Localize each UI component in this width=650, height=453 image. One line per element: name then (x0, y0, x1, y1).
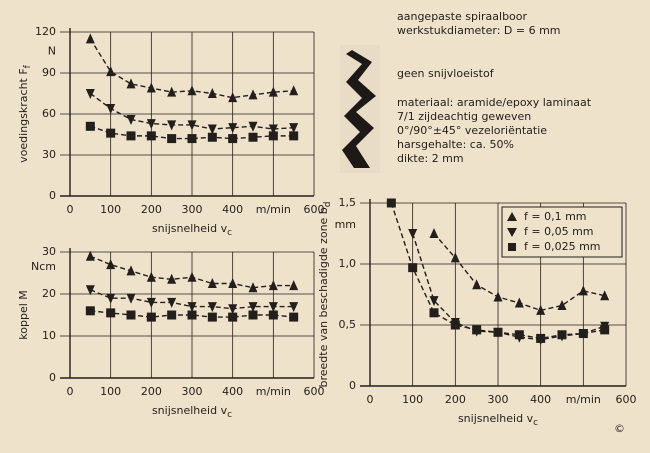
marker (515, 330, 524, 339)
x-tick-label: 400 (222, 203, 243, 216)
marker (188, 134, 197, 143)
x-tick-label: 0 (67, 385, 74, 398)
legend-label: f = 0,1 mm (524, 210, 587, 223)
y-tick-label: 0,5 (339, 318, 357, 331)
unit-label: mm (335, 218, 356, 231)
unit-label: N (48, 45, 56, 58)
marker (494, 328, 503, 337)
marker (249, 311, 258, 320)
marker (127, 131, 136, 140)
x-tick-label: 300 (182, 203, 203, 216)
marker (249, 133, 258, 142)
marker (430, 308, 439, 317)
figure: aangepaste spiraalboorwerkstukdiameter: … (0, 0, 650, 453)
x-tick-label: 300 (488, 393, 509, 406)
copyright: © (614, 422, 625, 435)
marker (228, 134, 237, 143)
y-tick-label: 0 (49, 189, 56, 202)
info-line: werkstukdiameter: D = 6 mm (397, 24, 561, 37)
x-tick-label: m/min (256, 203, 291, 216)
marker (208, 133, 217, 142)
y-tick-label: 30 (42, 148, 56, 161)
y-tick-label: 10 (42, 329, 56, 342)
y-tick-label: 0 (49, 371, 56, 384)
marker (188, 311, 197, 320)
y-tick-label: 0 (349, 379, 356, 392)
x-tick-label: 400 (222, 385, 243, 398)
y-tick-label: 1,0 (339, 257, 357, 270)
marker (536, 334, 545, 343)
x-tick-label: 600 (616, 393, 637, 406)
marker (387, 199, 396, 208)
marker (579, 329, 588, 338)
x-tick-label: 200 (141, 385, 162, 398)
y-tick-label: 20 (42, 287, 56, 300)
x-tick-label: 200 (445, 393, 466, 406)
info-line: geen snijvloeistof (397, 67, 495, 80)
drill-photo (340, 45, 380, 173)
x-tick-label: 400 (530, 393, 551, 406)
marker (167, 134, 176, 143)
y-tick-label: 120 (35, 25, 56, 38)
marker (147, 313, 156, 322)
y-tick-label: 60 (42, 107, 56, 120)
marker (167, 311, 176, 320)
info-line: 0°/90°±45° vezeloriëntatie (397, 124, 547, 137)
subscript: c (533, 418, 538, 428)
info-line: materiaal: aramide/epoxy laminaat (397, 96, 592, 109)
marker (269, 131, 278, 140)
info-line: 7/1 zijdeachtig geweven (397, 110, 531, 123)
x-tick-label: 100 (100, 203, 121, 216)
marker (106, 129, 115, 138)
marker (86, 306, 95, 315)
info-line: harsgehalte: ca. 50% (397, 138, 514, 151)
subscript: c (227, 228, 232, 238)
info-line: aangepaste spiraalboor (397, 10, 528, 23)
x-tick-label: 0 (367, 393, 374, 406)
marker (127, 311, 136, 320)
marker (208, 313, 217, 322)
x-tick-label: m/min (256, 385, 291, 398)
marker (86, 122, 95, 131)
marker (289, 313, 298, 322)
marker (472, 325, 481, 334)
y-tick-label: 1,5 (339, 196, 357, 209)
x-tick-label: 300 (182, 385, 203, 398)
x-tick-label: 100 (402, 393, 423, 406)
subscript: c (227, 410, 232, 420)
marker (408, 263, 417, 272)
subscript: d (323, 201, 333, 207)
marker (106, 308, 115, 317)
x-tick-label: m/min (566, 393, 601, 406)
marker (451, 321, 460, 330)
marker (600, 325, 609, 334)
marker (228, 313, 237, 322)
legend-label: f = 0,025 mm (524, 240, 601, 253)
info-line: dikte: 2 mm (397, 152, 464, 165)
marker (289, 131, 298, 140)
marker (147, 131, 156, 140)
y-tick-label: 30 (42, 245, 56, 258)
unit-label: Ncm (31, 260, 56, 273)
legend-label: f = 0,05 mm (524, 225, 594, 238)
x-tick-label: 0 (67, 203, 74, 216)
marker (558, 330, 567, 339)
y-tick-label: 90 (42, 66, 56, 79)
marker (269, 311, 278, 320)
legend-marker (508, 243, 516, 251)
y-axis-label: koppel M (17, 290, 30, 339)
x-tick-label: 200 (141, 203, 162, 216)
x-tick-label: 100 (100, 385, 121, 398)
